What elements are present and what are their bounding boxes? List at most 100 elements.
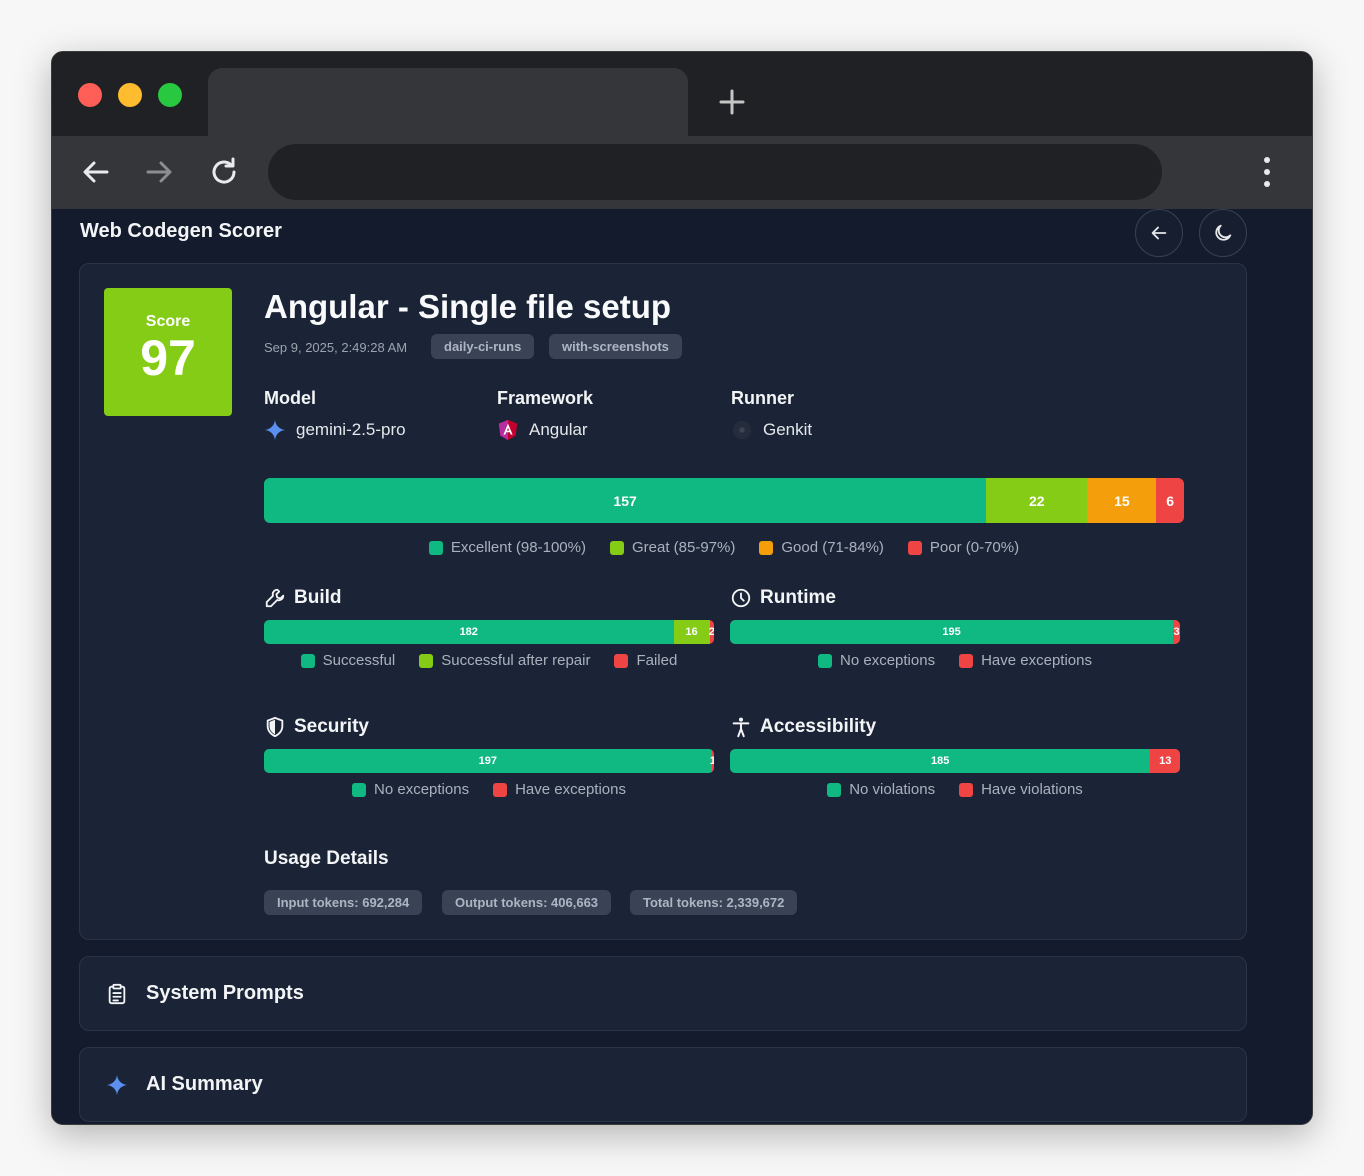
browser-menu-button[interactable] (1254, 154, 1280, 190)
legend-label: Have exceptions (981, 652, 1092, 669)
plus-icon (719, 89, 745, 115)
kebab-menu-icon (1264, 157, 1270, 187)
legend-item: Successful after repair (419, 652, 590, 669)
score-label: Score (145, 313, 191, 330)
back-button[interactable] (79, 155, 113, 189)
bar-segment: 6 (1156, 478, 1184, 523)
output-tokens-badge: Output tokens: 406,663 (442, 890, 612, 915)
bar-segment: 195 (730, 620, 1174, 644)
gemini-sparkle-icon (106, 1074, 128, 1095)
legend-swatch (907, 540, 922, 555)
bar-segment: 157 (264, 478, 987, 523)
browser-toolbar (52, 136, 1312, 209)
legend-label: Have violations (981, 781, 1083, 798)
legend-item: Have exceptions (493, 781, 626, 798)
ai-summary-panel[interactable]: AI Summary (79, 1047, 1247, 1122)
system-prompts-panel[interactable]: System Prompts (79, 956, 1247, 1031)
minimize-window-button[interactable] (118, 83, 142, 107)
browser-tab[interactable] (208, 68, 688, 136)
run-summary-card: Score 97 Angular - Single file setup Sep… (79, 263, 1247, 940)
bar-segment: 16 (673, 620, 710, 644)
moon-icon (1215, 224, 1232, 241)
security-title: Security (294, 716, 369, 737)
legend-swatch (300, 653, 315, 668)
model-value: gemini-2.5-pro (264, 419, 406, 441)
tag-badge: with-screenshots (549, 334, 682, 359)
bar-segment: 22 (986, 478, 1088, 523)
bar-segment: 3 (1173, 620, 1180, 644)
score-distribution-bar: 157 22 15 6 (264, 478, 1184, 523)
accessibility-person-icon (732, 717, 750, 738)
model-name: gemini-2.5-pro (296, 420, 406, 439)
app-content: Web Codegen Scorer Score 97 Angular - Si… (52, 209, 1312, 1124)
runner-name: Genkit (763, 420, 813, 439)
bar-segment: 182 (264, 620, 674, 644)
close-window-button[interactable] (78, 83, 102, 107)
total-tokens-badge: Total tokens: 2,339,672 (630, 890, 798, 915)
forward-button[interactable] (142, 155, 176, 189)
legend-item: No violations (827, 781, 935, 798)
bar-segment: 197 (264, 749, 712, 773)
run-date: Sep 9, 2025, 2:49:28 AM (264, 340, 408, 355)
gemini-sparkle-icon (264, 419, 286, 441)
maximize-window-button[interactable] (158, 83, 182, 107)
legend-item: Poor (0-70%) (907, 539, 1020, 556)
accessibility-section-title: Accessibility (730, 716, 876, 738)
theme-toggle-button[interactable] (1199, 209, 1247, 257)
legend-swatch (614, 653, 629, 668)
legend-swatch (419, 653, 434, 668)
legend-item: Excellent (98-100%) (428, 539, 586, 556)
build-legend: Successful Successful after repair Faile… (264, 652, 714, 669)
legend-swatch (959, 782, 974, 797)
legend-label: Failed (636, 652, 678, 669)
reload-button[interactable] (207, 155, 241, 189)
new-tab-button[interactable] (716, 86, 748, 118)
tag-badge: daily-ci-runs (431, 334, 535, 359)
input-tokens-badge: Input tokens: 692,284 (264, 890, 423, 915)
arrow-left-icon (83, 161, 109, 183)
legend-label: No violations (849, 781, 936, 798)
legend-item: Failed (614, 652, 677, 669)
runtime-legend: No exceptions Have exceptions (730, 652, 1180, 669)
clock-icon (731, 588, 751, 608)
legend-item: Good (71-84%) (759, 539, 884, 556)
legend-item: No exceptions (818, 652, 935, 669)
tab-strip (52, 52, 1312, 136)
bar-segment: 13 (1150, 749, 1180, 773)
legend-swatch (818, 653, 833, 668)
accessibility-bar: 185 13 (730, 749, 1180, 773)
clipboard-icon (108, 983, 126, 1004)
browser-window: Web Codegen Scorer Score 97 Angular - Si… (51, 51, 1313, 1125)
score-distribution-legend: Excellent (98-100%) Great (85-97%) Good … (264, 539, 1184, 556)
security-bar: 1971 (264, 749, 714, 773)
runtime-bar: 195 3 (730, 620, 1180, 644)
legend-label: No exceptions (374, 781, 470, 798)
bar-segment: 1 (710, 749, 714, 773)
accessibility-title: Accessibility (760, 716, 877, 737)
legend-swatch (352, 782, 367, 797)
legend-item: Have violations (959, 781, 1083, 798)
arrow-right-icon (146, 161, 172, 183)
legend-swatch (609, 540, 624, 555)
legend-item: Successful (300, 652, 395, 669)
build-section-title: Build (264, 587, 342, 609)
run-title: Angular - Single file setup (264, 288, 672, 325)
genkit-logo-icon (732, 420, 752, 440)
legend-swatch (493, 782, 508, 797)
framework-label: Framework (497, 388, 594, 408)
legend-label: Successful after repair (441, 652, 591, 669)
bar-segment: 15 (1087, 478, 1157, 523)
legend-label: Great (85-97%) (631, 539, 736, 556)
legend-label: No exceptions (840, 652, 936, 669)
score-value: 97 (140, 330, 196, 386)
legend-item: Great (85-97%) (609, 539, 736, 556)
reload-icon (212, 157, 236, 184)
legend-swatch (827, 782, 842, 797)
runner-value: Genkit (731, 419, 812, 441)
address-bar[interactable] (268, 144, 1162, 200)
angular-logo-icon (498, 419, 518, 441)
score-badge: Score 97 (104, 288, 232, 416)
framework-value: Angular (497, 419, 588, 441)
legend-label: Poor (0-70%) (929, 539, 1020, 556)
back-to-list-button[interactable] (1135, 209, 1183, 257)
